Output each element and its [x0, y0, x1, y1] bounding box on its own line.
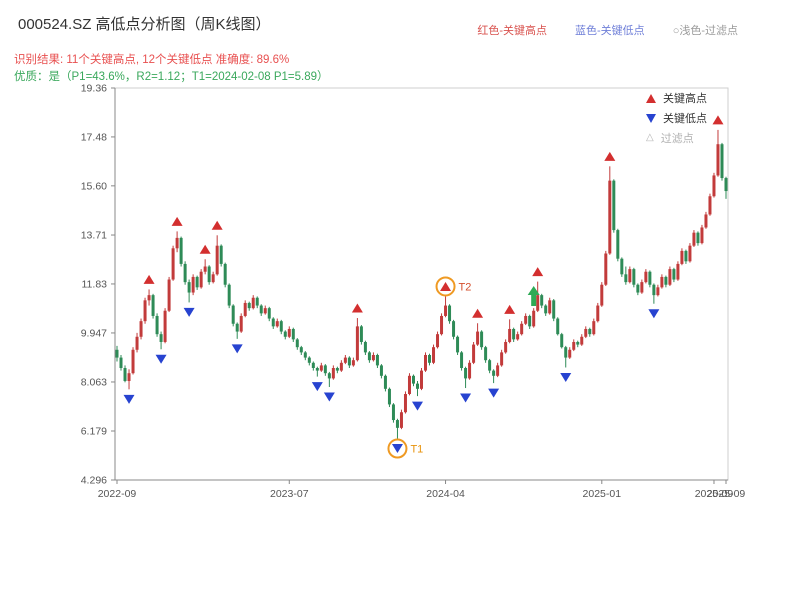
top-legend: 红色-关键高点 蓝色-关键低点 ○浅色-过滤点: [477, 22, 738, 38]
top-legend-item-2: ○浅色-过滤点: [672, 25, 738, 37]
recognition-result-text: 识别结果: 11个关键高点, 12个关键低点 准确度: 89.6%: [14, 54, 290, 66]
top-legend-item-0: 红色-关键高点: [477, 25, 548, 37]
key-high-triangle-icon: [646, 93, 656, 103]
svg-text:6.179: 6.179: [81, 426, 107, 438]
svg-text:T2: T2: [459, 281, 472, 293]
key-low-triangle-icon: [646, 113, 656, 123]
svg-text:T1: T1: [410, 444, 423, 456]
svg-text:2022-09: 2022-09: [98, 488, 137, 500]
svg-text:2025-01: 2025-01: [583, 488, 622, 500]
candlestick-svg: 19.36 17.48 15.60 13.71 11.83 9.947 8.063 6.179…: [81, 83, 745, 501]
quality-result-text: 优质：是（P1=43.6%，R2=1.12；T1=2024-02-08 P1=5…: [14, 71, 329, 83]
svg-text:2025-09: 2025-09: [707, 488, 745, 500]
svg-text:2024-04: 2024-04: [426, 488, 465, 500]
svg-text:2025-09: 2025-09: [695, 488, 734, 500]
legend-item-key-high: 关键高点: [646, 88, 707, 108]
chart-legend: 关键高点 关键低点 △ 过滤点: [646, 88, 707, 148]
svg-text:4.296: 4.296: [81, 475, 107, 487]
svg-text:11.83: 11.83: [82, 278, 108, 290]
legend-item-key-low: 关键低点: [646, 108, 707, 128]
svg-text:13.71: 13.71: [81, 230, 107, 242]
svg-text:19.36: 19.36: [81, 83, 107, 95]
filtered-triangle-icon: △: [646, 132, 654, 143]
svg-text:2023-07: 2023-07: [270, 488, 309, 500]
page-title: 000524.SZ 高低点分析图（周K线图）: [18, 16, 271, 33]
legend-label-key-high: 关键高点: [663, 93, 707, 105]
top-legend-item-1: 蓝色-关键低点: [575, 25, 645, 37]
svg-text:15.60: 15.60: [81, 180, 107, 192]
kline-chart: 19.36 17.48 15.60 13.71 11.83 9.947 8.063 6.179…: [30, 80, 745, 520]
legend-item-filtered: △ 过滤点: [646, 128, 707, 148]
svg-text:9.947: 9.947: [81, 327, 107, 339]
legend-label-key-low: 关键低点: [663, 113, 707, 125]
svg-text:17.48: 17.48: [81, 131, 107, 143]
svg-text:8.063: 8.063: [81, 376, 107, 388]
legend-label-filtered: 过滤点: [660, 133, 694, 145]
